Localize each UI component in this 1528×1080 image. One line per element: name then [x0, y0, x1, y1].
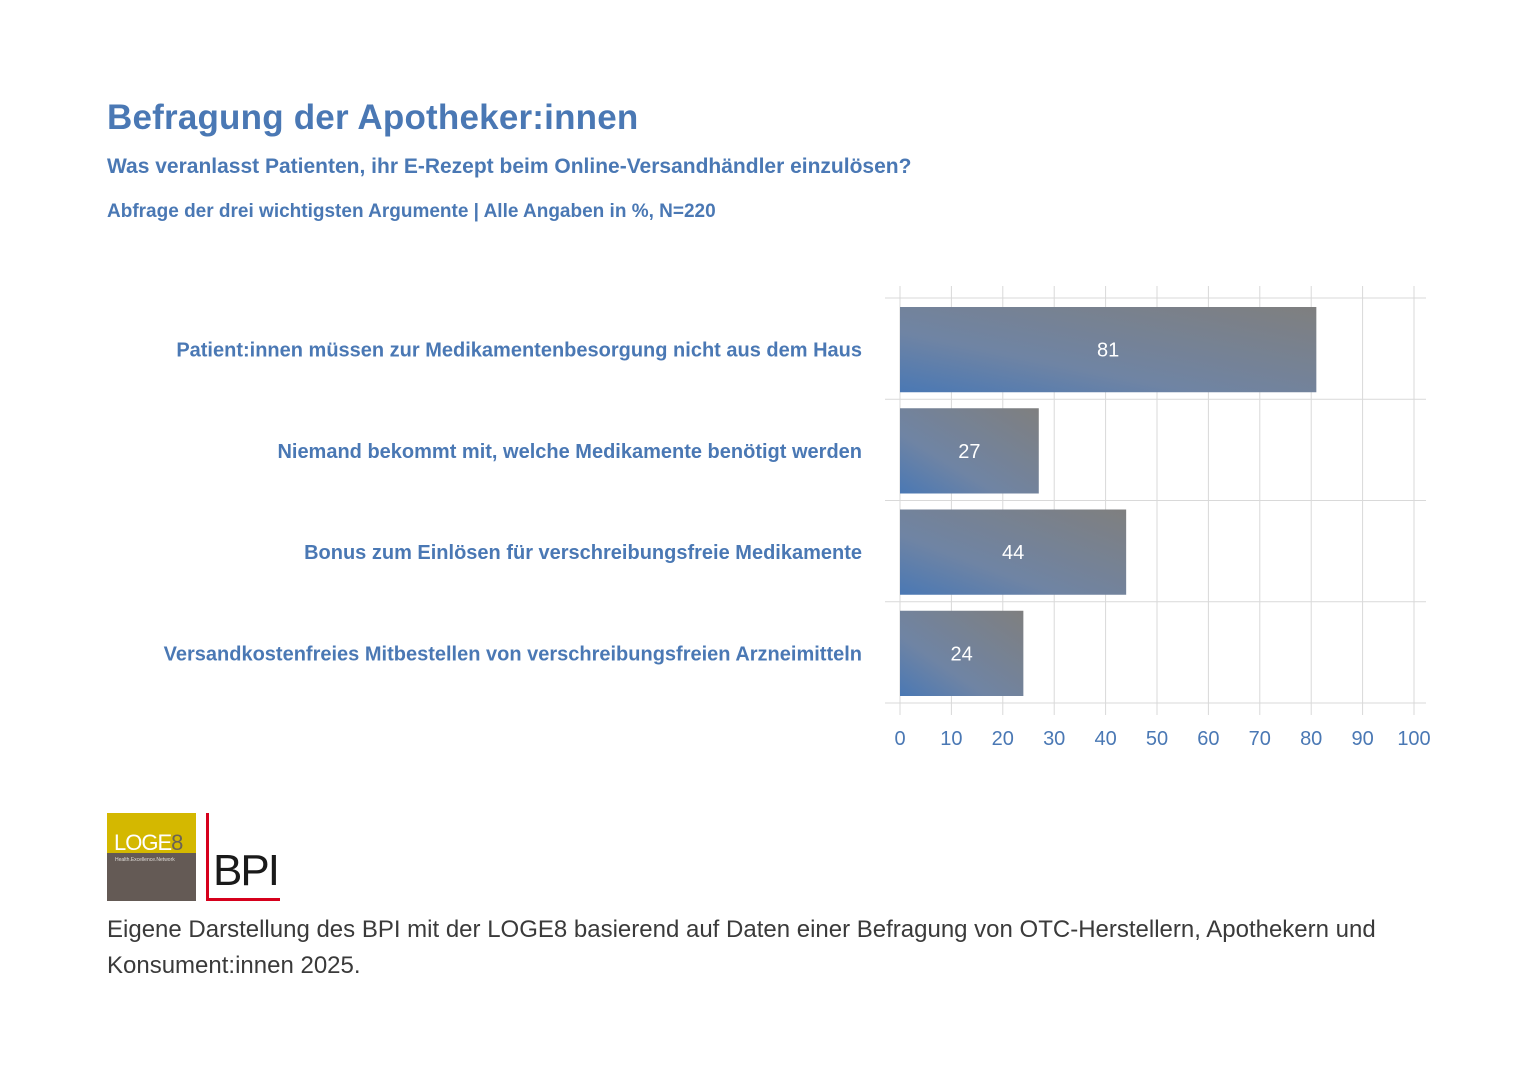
bar: [900, 408, 1039, 494]
loge8-tagline: Health.Excellence.Network: [115, 857, 175, 863]
category-label: Patient:innen müssen zur Medikamentenbes…: [176, 340, 862, 362]
data-label: 81: [1097, 340, 1119, 362]
source-note: Eigene Darstellung des BPI mit der LOGE8…: [107, 916, 1376, 979]
chart-note: Abfrage der drei wichtigsten Argumente |…: [107, 201, 716, 222]
x-tick-label: 70: [1249, 728, 1271, 750]
bars: 81 27 44 24: [900, 307, 1317, 696]
x-tick-label: 40: [1094, 728, 1116, 750]
bpi-logo-vertical-bar: [206, 813, 209, 901]
data-label: 24: [951, 643, 973, 665]
loge8-wordmark: LOGE8: [114, 830, 183, 855]
x-tick-label: 10: [940, 728, 962, 750]
data-label: 27: [958, 441, 980, 463]
category-label: Niemand bekommt mit, welche Medikamente …: [277, 441, 862, 463]
bpi-logo-horizontal-bar: [206, 898, 280, 901]
x-tick-label: 90: [1351, 728, 1373, 750]
x-tick-label: 30: [1043, 728, 1065, 750]
bar: [900, 509, 1127, 595]
x-axis-ticks: 0 10 20 30 40 50 60 70 80 90 100: [894, 728, 1430, 750]
x-tick-label: 20: [992, 728, 1014, 750]
category-label: Bonus zum Einlösen für verschreibungsfre…: [304, 542, 862, 564]
bpi-logo: BPI: [206, 813, 280, 903]
category-label: Versandkostenfreies Mitbestellen von ver…: [164, 643, 862, 665]
bpi-wordmark: BPI: [213, 846, 280, 895]
category-labels: Patient:innen müssen zur Medikamentenbes…: [164, 340, 862, 666]
chart-title: Befragung der Apotheker:innen: [107, 98, 639, 137]
loge8-logo: LOGE8 Health.Excellence.Network: [107, 813, 196, 901]
x-tick-label: 80: [1300, 728, 1322, 750]
data-label: 44: [1002, 542, 1024, 564]
x-tick-label: 50: [1146, 728, 1168, 750]
x-tick-label: 100: [1397, 728, 1430, 750]
bar: [900, 307, 1317, 393]
x-tick-label: 0: [894, 728, 905, 750]
x-tick-label: 60: [1197, 728, 1219, 750]
chart-subtitle: Was veranlasst Patienten, ihr E-Rezept b…: [107, 155, 912, 178]
bar: [900, 610, 1024, 696]
